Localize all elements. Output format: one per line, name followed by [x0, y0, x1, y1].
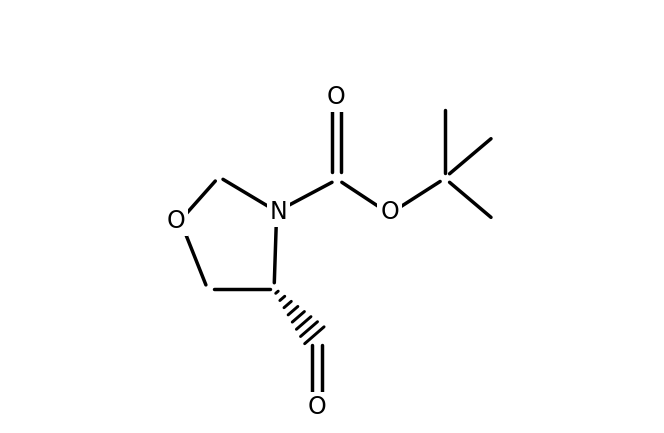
Text: O: O [380, 200, 399, 224]
Text: O: O [167, 209, 185, 233]
Text: O: O [327, 85, 346, 109]
Text: O: O [307, 395, 327, 419]
Text: N: N [270, 200, 288, 224]
